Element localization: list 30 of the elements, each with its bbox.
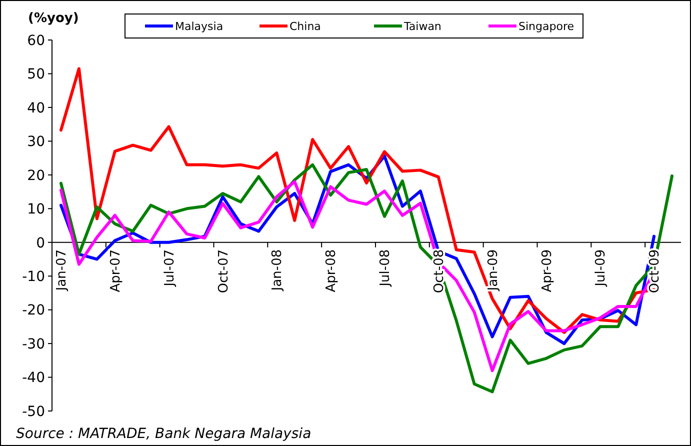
x-tick-label: Apr-09 xyxy=(540,249,555,292)
legend-label: Malaysia xyxy=(175,20,224,33)
y-tick-label: 20 xyxy=(27,168,45,184)
y-tick-label: 40 xyxy=(27,100,45,116)
x-tick-label: Oct-08 xyxy=(432,249,447,294)
source-note: Source : MATRADE, Bank Negara Malaysia xyxy=(16,426,312,442)
y-axis-title: (%yoy) xyxy=(28,11,79,26)
x-tick-label: Apr-08 xyxy=(324,249,340,292)
y-tick-label: -50 xyxy=(22,404,45,420)
x-tick-label: Jul-09 xyxy=(594,249,609,288)
x-tick-label: Jan-08 xyxy=(270,249,286,292)
y-tick-label: 10 xyxy=(27,202,45,218)
y-tick-label: -30 xyxy=(22,336,45,352)
y-tick-label: 0 xyxy=(36,235,45,252)
x-tick-label: Jul-08 xyxy=(378,249,394,288)
legend-label: Taiwan xyxy=(403,20,442,33)
x-tick-label: Jan-09 xyxy=(486,249,501,292)
y-tick-label: 60 xyxy=(27,32,45,49)
y-tick-label: -20 xyxy=(22,302,45,319)
legend-label: Singapore xyxy=(518,20,574,33)
x-tick-label: Oct-07 xyxy=(216,249,232,294)
y-tick-label: 50 xyxy=(27,66,45,83)
x-tick-label: Oct-09 xyxy=(648,249,663,294)
y-tick-label: -10 xyxy=(22,268,45,285)
x-tick-label: Jan-07 xyxy=(54,249,70,292)
x-tick-label: Jul-07 xyxy=(162,249,178,288)
x-tick-label: Apr-07 xyxy=(108,249,124,292)
legend-label: China xyxy=(290,20,321,33)
y-tick-label: 30 xyxy=(27,134,45,150)
y-tick-label: -40 xyxy=(22,370,45,386)
